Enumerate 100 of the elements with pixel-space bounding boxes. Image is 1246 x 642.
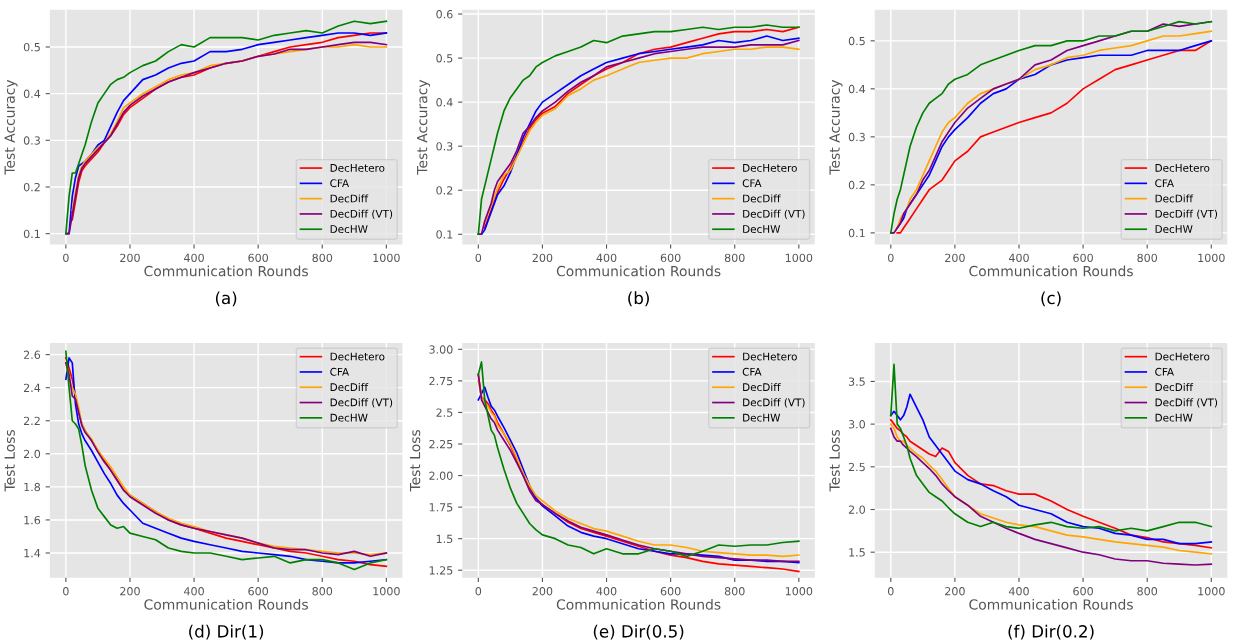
x-tick-label: 800 [312, 587, 333, 596]
x-axis-title: Communication Rounds [556, 265, 721, 277]
legend-label: CFA [742, 367, 762, 376]
y-tick-label: 2.4 [23, 383, 41, 392]
y-tick-label: 0.4 [23, 89, 41, 99]
y-tick-label: 2.0 [23, 449, 41, 459]
legend-label: DecDiff [1155, 194, 1194, 203]
y-tick-label: 1.6 [24, 515, 41, 525]
legend-label: DecHW [330, 413, 368, 422]
legend-label: DecDiff (VT) [1155, 209, 1218, 219]
y-tick-label: 2.0 [848, 505, 866, 514]
x-tick-label: 600 [248, 253, 269, 263]
x-tick-label: 1000 [1198, 587, 1225, 596]
x-tick-label: 0 [63, 587, 69, 596]
y-tick-label: 1.75 [429, 503, 453, 512]
x-axis-title: Communication Rounds [969, 265, 1133, 277]
y-tick-label: 1.5 [849, 548, 865, 557]
x-tick-label: 600 [1073, 253, 1093, 263]
x-tick-label: 800 [724, 253, 745, 263]
x-tick-label: 0 [475, 587, 482, 596]
x-tick-label: 1000 [373, 253, 400, 263]
y-tick-label: 1.4 [24, 549, 41, 558]
x-tick-label: 200 [945, 587, 965, 596]
x-axis-title: Communication Rounds [556, 598, 721, 610]
x-axis-title: Communication Rounds [144, 265, 308, 277]
x-tick-label: 1000 [373, 587, 400, 596]
y-tick-label: 0.2 [436, 186, 453, 195]
y-tick-label: 2.00 [429, 471, 453, 480]
y-tick-label: 0.5 [436, 54, 453, 63]
legend-label: DecDiff (VT) [1155, 398, 1218, 408]
y-tick-label: 1.8 [24, 482, 41, 492]
legend-label: DecHW [330, 225, 368, 234]
text: (b) [628, 291, 649, 307]
x-tick-label: 1000 [785, 587, 813, 596]
x-tick-label: 800 [724, 587, 745, 596]
y-tick-label: 0.3 [23, 136, 40, 145]
y-tick-label: 0.3 [436, 142, 453, 151]
legend-label: CFA [1155, 179, 1174, 188]
y-axis-title: Test Loss [4, 429, 15, 492]
legend-label: DecDiff (VT) [743, 398, 805, 408]
y-tick-label: 0.3 [848, 132, 865, 142]
y-tick-label: 0.2 [848, 180, 865, 190]
x-tick-label: 400 [1008, 253, 1029, 263]
x-tick-label: 400 [184, 253, 204, 263]
legend-label: DecHetero [1155, 352, 1210, 361]
x-tick-label: 200 [120, 587, 140, 596]
y-axis-title: Test Accuracy [829, 79, 843, 175]
legend-label: DecDiff [1155, 382, 1194, 392]
legend-label: DecDiff [743, 194, 781, 203]
legend-label: DecHW [1155, 225, 1193, 234]
y-tick-label: 3.00 [429, 345, 453, 354]
y-tick-label: 0.4 [848, 84, 866, 94]
legend-label: DecHetero [330, 352, 385, 361]
legend-label: DecDiff [330, 382, 369, 392]
legend-label: DecHetero [330, 164, 385, 172]
x-tick-label: 800 [1137, 253, 1158, 263]
legend-label: DecDiff (VT) [330, 209, 393, 219]
text: (c) [1041, 291, 1061, 307]
x-tick-label: 600 [660, 253, 681, 263]
legend-label: CFA [1155, 367, 1174, 376]
y-axis-title: Test Accuracy [4, 79, 18, 175]
x-tick-label: 1000 [1198, 253, 1225, 263]
y-axis-title: Test Loss [409, 429, 421, 492]
x-tick-label: 200 [945, 253, 965, 263]
y-tick-label: 0.6 [436, 10, 453, 19]
y-axis-title: Test Loss [829, 429, 840, 492]
x-tick-label: 200 [532, 587, 553, 596]
x-tick-label: 200 [120, 253, 140, 263]
legend-label: DecDiff (VT) [330, 398, 393, 408]
y-tick-label: 0.1 [23, 229, 40, 239]
x-tick-label: 400 [1008, 587, 1029, 596]
x-tick-label: 800 [1137, 587, 1158, 596]
legend-label: CFA [330, 179, 350, 188]
x-tick-label: 600 [1073, 587, 1093, 596]
legend-label: DecDiff (VT) [743, 209, 805, 219]
y-tick-label: 1.25 [429, 566, 453, 575]
legend-label: CFA [330, 367, 350, 376]
x-tick-label: 400 [596, 587, 617, 596]
text: (f) Dir(0.2) [1008, 624, 1094, 640]
y-tick-label: 2.5 [436, 408, 453, 417]
y-axis-title: Test Accuracy [417, 79, 431, 175]
legend-label: DecHetero [743, 164, 797, 172]
legend-label: DecHW [743, 225, 781, 234]
x-axis-title: Communication Rounds [969, 598, 1133, 610]
text: (a) [215, 291, 237, 307]
x-tick-label: 600 [660, 587, 681, 596]
y-tick-label: 2.25 [429, 439, 453, 449]
text: (d) Dir(1) [189, 624, 264, 640]
x-tick-label: 1000 [785, 253, 813, 263]
y-tick-label: 0.2 [23, 182, 40, 192]
legend-label: DecHetero [1155, 164, 1210, 172]
legend-label: DecDiff [330, 194, 369, 203]
x-tick-label: 400 [184, 587, 204, 596]
x-tick-label: 400 [596, 253, 617, 263]
x-tick-label: 0 [475, 253, 482, 263]
y-tick-label: 3.0 [848, 420, 866, 429]
y-tick-label: 2.6 [23, 350, 41, 359]
x-tick-label: 600 [248, 587, 269, 596]
y-tick-label: 0.1 [848, 228, 865, 238]
legend-label: DecDiff [743, 382, 781, 392]
